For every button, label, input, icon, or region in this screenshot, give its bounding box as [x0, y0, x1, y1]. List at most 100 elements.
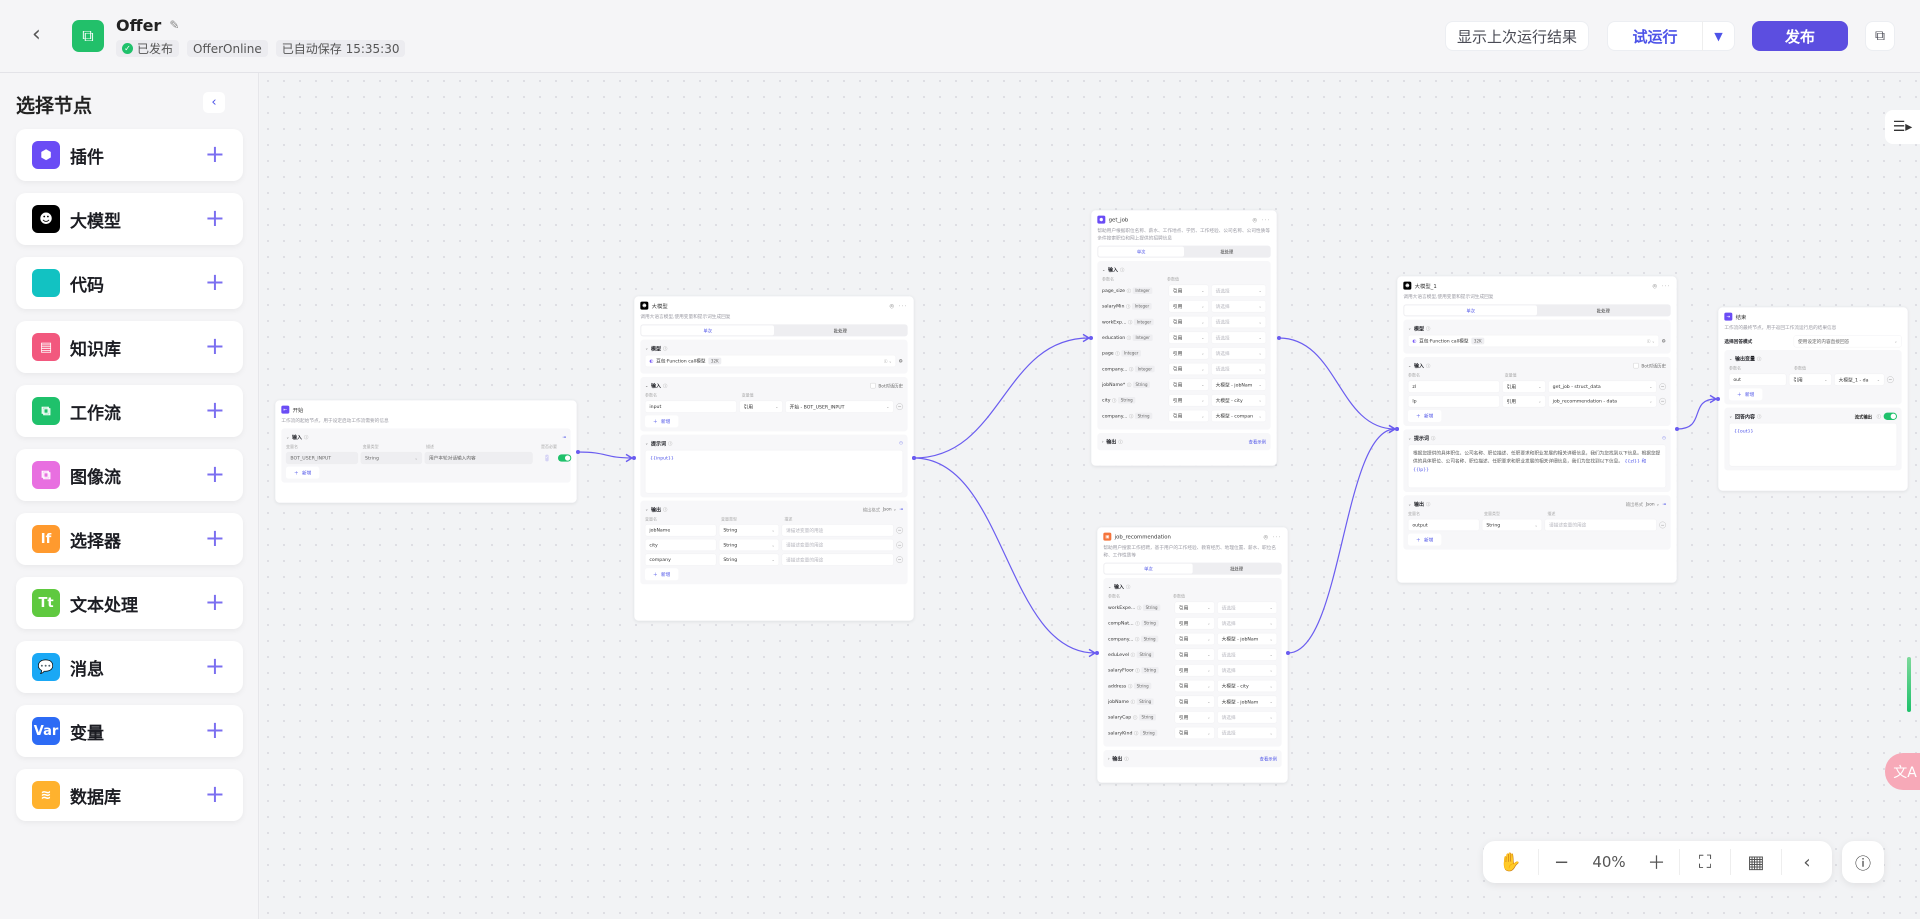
- start-node[interactable]: ⇤ 开始 工作流的起始节点，用于设定启动工作流需要的信息 ⌄ 输入 i ⇥ 变量名 变量类…: [275, 400, 577, 503]
- remove-icon[interactable]: −: [896, 556, 903, 563]
- value-select[interactable]: 请选择 ⌄: [1211, 362, 1266, 375]
- tab-single[interactable]: 单次: [641, 325, 774, 336]
- value-select[interactable]: 请选择 ⌄: [1211, 284, 1266, 297]
- caret-icon[interactable]: ⌄: [285, 434, 290, 440]
- remove-icon[interactable]: −: [1659, 521, 1666, 529]
- ref-select[interactable]: 引用 ⌄: [1502, 395, 1546, 408]
- ref-select[interactable]: 引用 ⌄: [1168, 394, 1209, 407]
- help-button[interactable]: ⓘ: [1842, 841, 1884, 883]
- value-select[interactable]: 请选择 ⌄: [1211, 331, 1266, 344]
- more-icon[interactable]: ◎ ···: [1263, 533, 1282, 540]
- tab-single[interactable]: 单次: [1098, 246, 1184, 257]
- required-checkbox[interactable]: ✓: [545, 454, 549, 462]
- collapse-sidebar-button[interactable]: ‹: [203, 92, 225, 113]
- sidebar-item[interactable]: ▤ 知识库 +: [16, 321, 243, 373]
- ref-select[interactable]: 引用 ⌄: [1502, 380, 1546, 393]
- param-name-field[interactable]: input: [644, 400, 737, 413]
- sidebar-item[interactable]: Tt 文本处理 +: [16, 577, 243, 629]
- view-example-link[interactable]: 查看示例: [1259, 756, 1277, 762]
- tab-batch[interactable]: 批处理: [833, 328, 847, 334]
- remove-icon[interactable]: −: [1886, 376, 1894, 383]
- add-node-plus-icon[interactable]: +: [204, 780, 225, 808]
- value-select[interactable]: 请选择 ⌄: [1217, 617, 1277, 630]
- ref-select[interactable]: 引用 ⌄: [1168, 300, 1209, 313]
- more-icon[interactable]: ◎ ···: [1252, 216, 1271, 223]
- zoom-level[interactable]: 40%: [1592, 853, 1626, 871]
- sidebar-item[interactable]: ☻ 大模型 +: [16, 193, 243, 245]
- get-job-node[interactable]: ⬢ get_job ◎ ··· 帮助用户根据职位名称、薪水、工作地点、学历、工作经验…: [1091, 210, 1277, 466]
- remove-icon[interactable]: −: [1659, 383, 1666, 390]
- ref-select[interactable]: 引用 ⌄: [1174, 601, 1215, 614]
- add-button[interactable]: ＋新增: [285, 466, 320, 479]
- prompt-textarea[interactable]: {{input}}: [644, 449, 903, 494]
- add-node-plus-icon[interactable]: +: [204, 268, 225, 296]
- remove-icon[interactable]: −: [896, 403, 903, 410]
- zoom-in-button[interactable]: ＋: [1647, 853, 1666, 874]
- add-node-plus-icon[interactable]: +: [204, 140, 225, 168]
- prompt-textarea[interactable]: 根据您提供的具体职位、公司名称、职位描述、任职要求和职业发展的相关详细信息，我们…: [1407, 444, 1666, 488]
- run-log-button[interactable]: ☰▸: [1885, 110, 1920, 144]
- stream-toggle[interactable]: [1883, 412, 1897, 420]
- add-button[interactable]: ＋新增: [644, 415, 679, 428]
- ref-select[interactable]: 引用 ⌄: [1168, 315, 1209, 328]
- ref-select[interactable]: 引用 ⌄: [1168, 378, 1209, 391]
- llm-1-node[interactable]: ☻ 大模型_1 ◎ ··· 调用大语言模型,使用变量和提示词生成回复 单次 批处理 ⌄…: [1397, 276, 1677, 583]
- sidebar-item[interactable]: 💬 消息 +: [16, 641, 243, 693]
- value-select[interactable]: 请选择 ⌄: [1211, 315, 1266, 328]
- view-example-link[interactable]: 查看示例: [1248, 439, 1266, 445]
- output-format-select[interactable]: Json ⌄: [1645, 501, 1660, 507]
- import-icon[interactable]: ⇥: [899, 506, 903, 512]
- show-last-run-button[interactable]: 显示上次运行结果: [1445, 21, 1589, 51]
- model-select[interactable]: ◐ 豆包·Function call模型 32K ⓘ ⌄: [1407, 334, 1660, 347]
- value-select[interactable]: 大模型 - jobNam ⌄: [1217, 632, 1277, 645]
- value-select[interactable]: 请选择 ⌄: [1211, 300, 1266, 313]
- var-name-field[interactable]: city: [644, 538, 717, 551]
- var-desc-field[interactable]: 用户本轮对话输入内容: [424, 451, 533, 464]
- bot-history-checkbox[interactable]: [1633, 362, 1639, 369]
- var-name-field[interactable]: jobName: [644, 524, 717, 537]
- var-type-select[interactable]: String ⌄: [718, 524, 779, 537]
- var-name-field[interactable]: BOT_USER_INPUT: [285, 451, 358, 464]
- add-button[interactable]: ＋新增: [1407, 533, 1442, 546]
- sidebar-item[interactable]: 代码 +: [16, 257, 243, 309]
- tab-single[interactable]: 单次: [1104, 563, 1193, 574]
- ref-select[interactable]: 引用 ⌄: [1174, 726, 1215, 739]
- edit-icon[interactable]: ✎: [169, 18, 180, 32]
- value-select[interactable]: job_recommendation - data ⌄: [1548, 395, 1657, 408]
- model-settings-icon[interactable]: ⚙: [898, 358, 903, 364]
- value-select[interactable]: 请选择 ⌄: [1217, 601, 1277, 614]
- sidebar-item[interactable]: ⧉ 图像流 +: [16, 449, 243, 501]
- ref-select[interactable]: 引用 ⌄: [1174, 648, 1215, 661]
- add-node-plus-icon[interactable]: +: [204, 396, 225, 424]
- var-desc-field[interactable]: 请描述变量的用途: [781, 538, 894, 551]
- value-select[interactable]: 请选择 ⌄: [1217, 664, 1277, 677]
- value-select[interactable]: 大模型 - jobNam ⌄: [1217, 695, 1277, 708]
- hand-icon[interactable]: ✋: [1499, 851, 1522, 873]
- value-select[interactable]: 大模型 - compan ⌄: [1211, 409, 1266, 422]
- bot-history-checkbox[interactable]: [870, 382, 876, 389]
- ref-select[interactable]: 引用 ⌄: [1174, 632, 1215, 645]
- llm-node[interactable]: ☻ 大模型 ◎ ··· 调用大语言模型,使用变量和提示词生成回复 单次 批处理 ⌄ 模型…: [634, 296, 914, 621]
- more-icon[interactable]: ◎ ···: [889, 302, 908, 309]
- param-name-field[interactable]: zl: [1407, 380, 1500, 393]
- add-node-plus-icon[interactable]: +: [204, 588, 225, 616]
- tab-batch[interactable]: 批处理: [1220, 249, 1234, 255]
- sidebar-item[interactable]: Var 变量 +: [16, 705, 243, 757]
- ref-select[interactable]: 引用 ⌄: [1168, 331, 1209, 344]
- duplicate-icon[interactable]: ⧉: [1865, 21, 1895, 51]
- param-name-field[interactable]: lp: [1407, 395, 1500, 408]
- more-icon[interactable]: ◎ ···: [1652, 282, 1671, 289]
- prompt-helper-icon[interactable]: ⚇: [899, 440, 903, 446]
- end-node[interactable]: ⇥ 结束 工作流的最终节点，用于返回工作流运行后的结果信息 选择回答模式 使用设定的…: [1718, 307, 1908, 491]
- value-select[interactable]: 大模型_1 - da ⌄: [1834, 373, 1885, 386]
- var-name-field[interactable]: output: [1407, 518, 1480, 531]
- test-run-button[interactable]: 试运行 ▼: [1607, 21, 1735, 51]
- value-select[interactable]: 请选择 ⌄: [1217, 711, 1277, 724]
- add-node-plus-icon[interactable]: +: [204, 460, 225, 488]
- value-select[interactable]: get_job - struct_data ⌄: [1548, 380, 1657, 393]
- add-node-plus-icon[interactable]: +: [204, 652, 225, 680]
- job-recommendation-node[interactable]: ▣ job_recommendation ◎ ··· 帮助用户搜索工作招聘，基于用户…: [1097, 527, 1288, 783]
- prompt-helper-icon[interactable]: ⚇: [1662, 435, 1666, 441]
- ref-select[interactable]: 引用 ⌄: [1174, 711, 1215, 724]
- answer-mode-select[interactable]: 使用设定的内容直接回答 ⌄: [1793, 335, 1902, 348]
